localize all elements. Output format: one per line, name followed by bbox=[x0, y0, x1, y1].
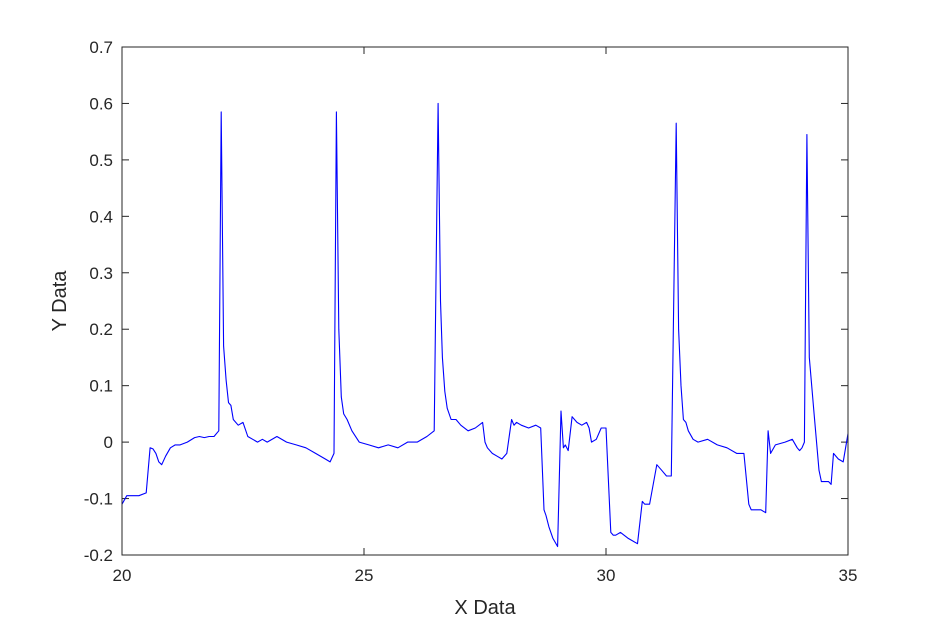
x-tick-label: 20 bbox=[113, 566, 132, 585]
y-tick-label: 0.1 bbox=[89, 377, 113, 396]
axis-ticks bbox=[121, 46, 849, 556]
x-tick-label: 25 bbox=[355, 566, 374, 585]
y-tick-label: 0 bbox=[104, 433, 113, 452]
axes-box bbox=[121, 46, 849, 556]
y-tick-label: 0.6 bbox=[89, 94, 113, 113]
y-tick-label: -0.2 bbox=[84, 546, 113, 565]
x-tick-label: 30 bbox=[597, 566, 616, 585]
y-tick-label: 0.5 bbox=[89, 151, 113, 170]
y-tick-label: 0.2 bbox=[89, 320, 113, 339]
y-axis-title: Y Data bbox=[49, 270, 71, 332]
plot-background bbox=[122, 47, 848, 555]
y-tick-label: -0.1 bbox=[84, 490, 113, 509]
y-tick-label: 0.4 bbox=[89, 207, 113, 226]
y-tick-label: 0.7 bbox=[89, 38, 113, 57]
series-line bbox=[121, 102, 849, 548]
tick-labels: 20 25 30 35 -0.2 -0.1 0 0.1 0.2 0.3 0.4 0.5 0.6 0.7 bbox=[84, 38, 858, 585]
x-axis-title: X Data bbox=[454, 597, 516, 619]
x-tick-label: 35 bbox=[839, 566, 858, 585]
y-tick-label: 0.3 bbox=[89, 264, 113, 283]
